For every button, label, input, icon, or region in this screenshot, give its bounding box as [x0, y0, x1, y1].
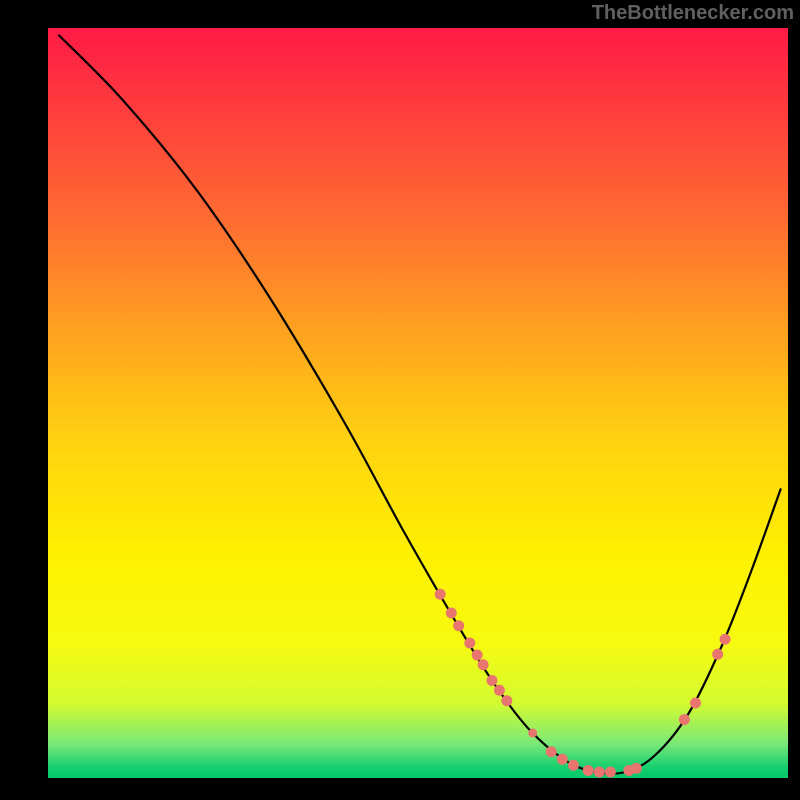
data-marker	[713, 649, 723, 659]
data-marker	[720, 634, 730, 644]
data-marker	[679, 715, 689, 725]
data-marker	[546, 747, 556, 757]
data-marker	[435, 589, 445, 599]
data-marker	[487, 676, 497, 686]
data-marker	[557, 754, 567, 764]
attribution-label: TheBottlenecker.com	[592, 2, 794, 25]
data-marker	[502, 696, 512, 706]
data-marker	[605, 767, 615, 777]
data-marker	[465, 638, 475, 648]
data-marker	[472, 650, 482, 660]
data-marker	[568, 760, 578, 770]
bottleneck-curve-chart	[0, 0, 800, 800]
plot-area	[48, 28, 788, 778]
data-marker	[631, 763, 641, 773]
data-marker	[478, 660, 488, 670]
data-marker	[446, 608, 456, 618]
data-marker	[594, 767, 604, 777]
data-marker	[494, 685, 504, 695]
data-marker	[691, 698, 701, 708]
data-marker	[583, 766, 593, 776]
data-marker	[529, 729, 537, 737]
data-marker	[454, 621, 464, 631]
chart-container: TheBottlenecker.com	[0, 0, 800, 800]
